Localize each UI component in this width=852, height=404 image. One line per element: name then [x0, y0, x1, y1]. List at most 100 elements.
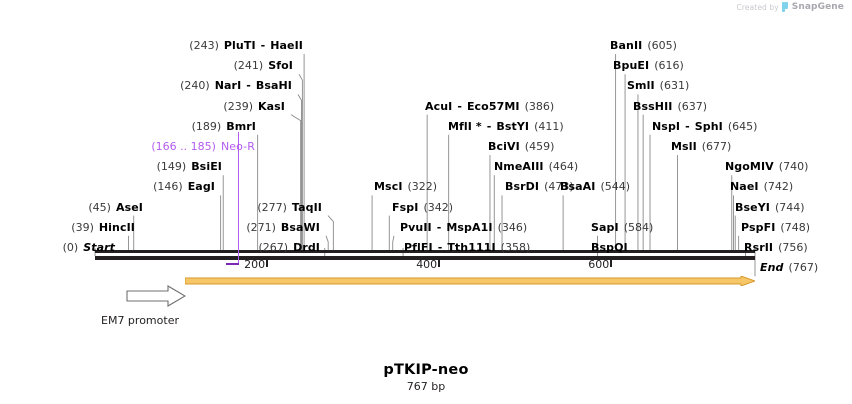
site-position: (39) [71, 220, 94, 234]
site-label-banii[interactable]: BanII (605) [610, 40, 677, 51]
site-position: (631) [659, 79, 690, 93]
site-label-naei[interactable]: NaeI (742) [730, 181, 793, 192]
ruler-tick-label: 600 [588, 258, 610, 271]
enzyme-name: DrdI [293, 241, 320, 254]
enzyme-name: NspI [652, 119, 681, 133]
enzyme-name: PvuII [400, 220, 432, 234]
site-label-smli[interactable]: SmlI (631) [627, 80, 689, 91]
site-label-nari[interactable]: (240) NarI - BsaHI [0, 80, 292, 91]
site-label-bspqi[interactable]: BspQI [591, 242, 628, 253]
enzyme-name: RsrII [744, 241, 774, 254]
enzyme-name: BsiEI [191, 160, 222, 174]
site-label-bsawi[interactable]: (271) BsaWI [0, 222, 320, 233]
enzyme-name: PluTI [223, 39, 256, 52]
leader-line-sfoi [298, 73, 303, 250]
site-label-bsrdi[interactable]: BsrDI (473) [505, 181, 574, 192]
site-label-neor[interactable]: (166 .. 185) Neo-R [0, 141, 255, 152]
site-label-ngomiv[interactable]: NgoMIV (740) [725, 161, 808, 172]
site-position: (189) [191, 119, 222, 133]
leader-line-taqii [327, 215, 334, 250]
em7-promoter-label: EM7 promoter [101, 314, 179, 327]
neo-r-feature-foot [225, 263, 239, 265]
watermark-created-by-text: Created by [736, 2, 779, 12]
snapgene-watermark: Created by SnapGene [737, 2, 844, 12]
site-label-start[interactable]: (0) Start [0, 242, 115, 253]
plasmid-backbone-bottom-strand [95, 256, 755, 260]
site-label-bsshii[interactable]: BssHII (637) [633, 101, 707, 112]
enzyme-name: BpuEI [613, 59, 650, 73]
site-position: (748) [780, 220, 810, 234]
ruler-tick [266, 260, 269, 267]
site-label-kasi[interactable]: (239) KasI [0, 101, 285, 112]
leader-line-pvuii [392, 235, 395, 250]
enzyme-name: HincII [98, 220, 135, 234]
enzyme-separator: - [457, 99, 462, 113]
site-position: (277) [257, 200, 287, 214]
site-position: (243) [189, 39, 219, 52]
site-label-pflfi[interactable]: PflFI - Tth111I (358) [404, 242, 530, 253]
enzyme-name: FspI [392, 200, 419, 214]
site-label-nspi[interactable]: NspI - SphI (645) [652, 121, 757, 132]
enzyme-separator: - [260, 39, 266, 52]
enzyme-name: BmrI [226, 119, 256, 133]
enzyme-name: BsaWI [280, 220, 320, 234]
enzyme-separator: - [685, 119, 690, 133]
site-position: (342) [423, 200, 454, 214]
plasmid-length: 767 bp [406, 380, 446, 393]
site-label-eagi[interactable]: (146) EagI [0, 181, 215, 192]
plasmid-title: pTKIP-neo [383, 362, 469, 378]
enzyme-name: HaeII [270, 39, 303, 52]
ruler-tick [610, 260, 613, 267]
site-position: (742) [763, 180, 794, 194]
enzyme-name: Start [83, 241, 115, 254]
site-label-drdi[interactable]: (267) DrdI [0, 242, 320, 253]
site-position: (146) [153, 180, 183, 194]
enzyme-name: AcuI [425, 99, 453, 113]
enzyme-name: TaqII [291, 200, 322, 214]
site-label-bsaai[interactable]: BsaAI (544) [560, 181, 630, 192]
site-position: (756) [778, 241, 808, 254]
enzyme-name: AseI [115, 200, 143, 214]
site-label-rsrii[interactable]: RsrII (756) [744, 242, 808, 253]
enzyme-name: BsaAI [560, 180, 596, 194]
site-label-bpuei[interactable]: BpuEI (616) [613, 60, 684, 71]
site-position: (584) [623, 220, 654, 234]
site-label-pspfi[interactable]: PspFI (748) [741, 222, 810, 233]
enzyme-name: MflI * [448, 119, 482, 133]
enzyme-name: BanII [610, 39, 643, 52]
site-label-bsiei[interactable]: (149) BsiEI [0, 161, 222, 172]
site-label-pvuii[interactable]: PvuII - MspA1I (346) [400, 222, 527, 233]
site-position: (239) [223, 99, 253, 113]
site-label-nmeaiii[interactable]: NmeAIII (464) [494, 161, 578, 172]
site-label-taqii[interactable]: (277) TaqII [0, 202, 322, 213]
site-label-msli[interactable]: MslI (677) [671, 141, 731, 152]
site-label-asei[interactable]: (45) AseI [0, 202, 143, 213]
site-label-msci[interactable]: MscI (322) [374, 181, 437, 192]
leader-line-bsawi [325, 235, 329, 250]
leader-line-nari [297, 94, 302, 250]
site-label-mfli[interactable]: MflI * - BstYI (411) [448, 121, 564, 132]
enzyme-name: BciVI [488, 140, 520, 153]
site-label-sapi[interactable]: SapI (584) [591, 222, 653, 233]
em7-promoter-arrow [126, 285, 186, 307]
site-position: (605) [647, 39, 677, 52]
site-label-bmri[interactable]: (189) BmrI [0, 121, 256, 132]
orf-arrow [185, 276, 755, 286]
site-label-hincii[interactable]: (39) HincII [0, 222, 135, 233]
enzyme-separator: - [436, 220, 442, 234]
site-label-sfoi[interactable]: (241) SfoI [0, 60, 293, 71]
snapgene-logo-icon [781, 2, 789, 12]
site-label-fspi[interactable]: FspI (342) [392, 202, 453, 213]
site-position: (740) [778, 160, 809, 174]
site-position: (464) [548, 160, 579, 174]
site-position: (240) [180, 79, 210, 93]
site-label-bseyi[interactable]: BseYI (744) [735, 202, 805, 213]
enzyme-name: Neo-R [220, 140, 255, 153]
site-position: (149) [156, 160, 187, 174]
site-label-pluti[interactable]: (243) PluTI - HaeII [0, 40, 303, 51]
site-label-bcivi[interactable]: BciVI (459) [488, 141, 554, 152]
site-label-acui[interactable]: AcuI - Eco57MI (386) [425, 101, 554, 112]
enzyme-name: BspQI [591, 241, 628, 254]
site-label-end[interactable]: End (767) [760, 262, 818, 273]
enzyme-name: SfoI [268, 59, 293, 73]
